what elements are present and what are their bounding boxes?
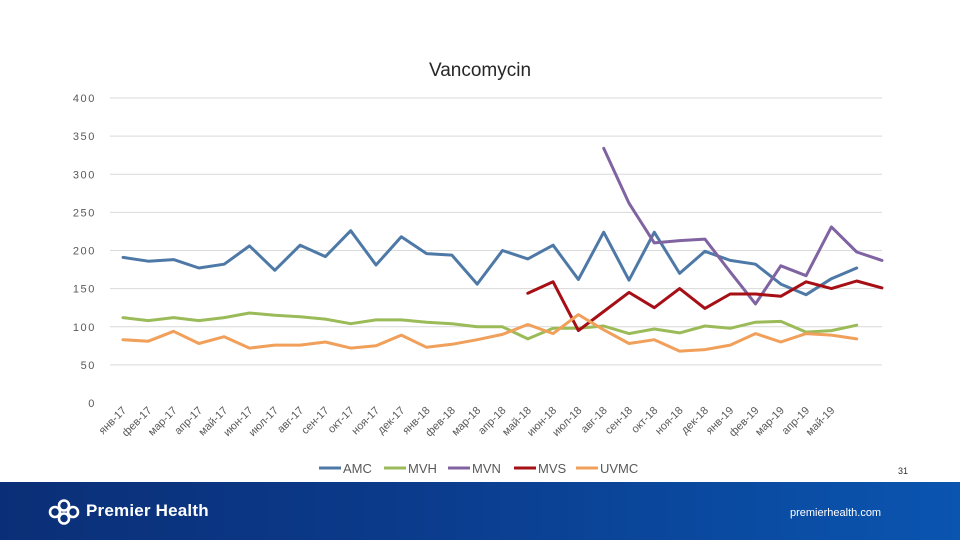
legend-label: MVS: [538, 461, 567, 476]
x-tick-label: мар-19: [753, 405, 787, 439]
y-tick-label: 300: [73, 169, 96, 181]
legend-item-amc: AMC: [319, 461, 372, 476]
chart: Vancomycin 0 50 100 150 200 250 300 350 400 янв-…: [73, 60, 884, 476]
x-tick-label: мар-18: [450, 405, 484, 439]
y-tick-label: 150: [73, 284, 96, 296]
x-tick-label: сен-18: [603, 405, 635, 437]
legend-label: UVMC: [600, 461, 638, 476]
x-tick-label: мар-17: [146, 405, 180, 439]
x-tick-label: май-19: [804, 405, 838, 439]
legend-label: MVN: [472, 461, 501, 476]
y-axis-ticks: 0 50 100 150 200 250 300 350 400: [73, 93, 96, 410]
legend-item-mvn: MVN: [448, 461, 501, 476]
series-line-uvmc: [121, 313, 859, 353]
y-tick-label: 200: [73, 246, 96, 258]
y-tick-label: 400: [73, 93, 96, 105]
logo-text: Premier Health: [86, 501, 209, 520]
legend-item-mvs: MVS: [514, 461, 567, 476]
y-tick-label: 0: [88, 398, 96, 410]
x-tick-label: сен-17: [299, 405, 331, 437]
gridlines: [110, 97, 882, 366]
y-tick-label: 350: [73, 131, 96, 143]
legend-item-uvmc: UVMC: [576, 461, 638, 476]
footer-bar: Premier Health premierhealth.com: [0, 482, 960, 540]
footer-url[interactable]: premierhealth.com: [790, 507, 882, 519]
premier-health-logo-icon: [48, 499, 80, 525]
legend-label: AMC: [343, 461, 372, 476]
series-lines: [121, 146, 884, 353]
legend-item-mvh: MVH: [384, 461, 437, 476]
y-tick-label: 100: [73, 322, 96, 334]
x-tick-label: ноя-17: [350, 405, 383, 438]
series-line-mvs: [526, 279, 884, 333]
series-mvn: [602, 146, 884, 306]
series-mvs: [526, 279, 884, 333]
series-line-mvh: [121, 311, 859, 341]
chart-title: Vancomycin: [429, 60, 531, 81]
series-line-amc: [121, 229, 859, 297]
series-mvh: [121, 311, 859, 341]
x-axis-ticks: янв-17фев-17мар-17апр-17май-17июн-17июл-…: [97, 405, 838, 440]
series-uvmc: [121, 313, 859, 353]
page-number: 31: [898, 466, 909, 476]
y-tick-label: 50: [81, 360, 96, 372]
series-line-mvn: [602, 146, 884, 306]
series-amc: [121, 229, 859, 297]
legend-label: MVH: [408, 461, 437, 476]
legend: AMC MVH MVN MVS UVMC: [319, 461, 638, 476]
y-tick-label: 250: [73, 207, 96, 219]
x-tick-label: ноя-18: [653, 405, 686, 438]
